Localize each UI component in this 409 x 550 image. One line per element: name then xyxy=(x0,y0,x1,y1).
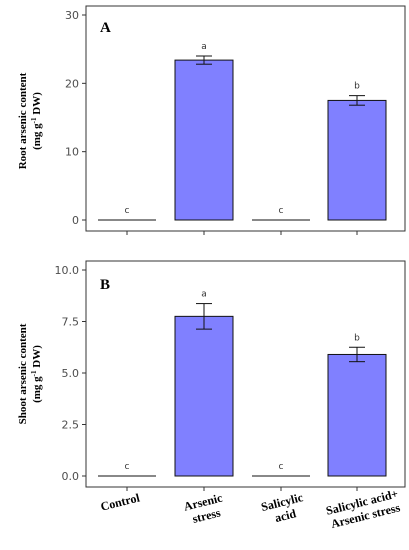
panel-b-significance-label: c xyxy=(125,462,130,472)
panel-a-significance-label: b xyxy=(354,82,360,92)
panel-a-bars: c a c b xyxy=(98,42,387,221)
panel-b-ytick-label: 0.0 xyxy=(62,470,80,483)
x-axis-label-line2: stress xyxy=(191,505,222,526)
panel-a-yticks: 0 10 20 30 xyxy=(65,9,358,235)
panel-b-ylabel-line2: (mg g-1 DW) xyxy=(30,345,43,403)
panel-a-significance-label: c xyxy=(279,206,284,216)
panel-a-ytick-label: 20 xyxy=(65,77,79,90)
panel-b-ytick-label: 10.0 xyxy=(55,264,80,277)
panel-b-significance-label: c xyxy=(279,462,284,472)
panel-a-bar xyxy=(327,99,387,221)
panel-a-frame xyxy=(85,5,406,232)
panel-a-label: A xyxy=(100,20,111,36)
panel-a-significance-label: c xyxy=(125,206,130,216)
panel-b-bar xyxy=(327,353,387,477)
panel-b-ytick-label: 7.5 xyxy=(62,316,80,329)
panel-b-significance-label: a xyxy=(201,290,207,300)
panel-b: B Shoot arsenic content (mg g-1 DW) 0.0 2… xyxy=(17,260,406,491)
panel-a-significance-label: a xyxy=(201,42,207,52)
panel-b-frame xyxy=(85,260,406,488)
panel-b-ytick-label: 5.0 xyxy=(62,367,80,380)
panel-b-bar xyxy=(174,315,234,477)
panel-a-ytick-label: 0 xyxy=(72,214,79,227)
x-axis-label-line2: acid xyxy=(273,506,297,525)
panel-a-ytick-label: 30 xyxy=(65,9,79,22)
panel-b-significance-label: b xyxy=(354,333,360,343)
panel-a: A Root arsenic content (mg g-1 DW) 0 10 20… xyxy=(17,5,406,235)
panel-a-ylabel-line1: Root arsenic content xyxy=(17,72,29,169)
panel-a-bar xyxy=(174,59,234,221)
x-axis-label-line1: Control xyxy=(99,490,142,513)
panel-b-yticks: 0.0 2.5 5.0 7.5 10.0 xyxy=(55,264,358,491)
panel-b-label: B xyxy=(100,277,110,293)
panel-a-ylabel: Root arsenic content (mg g-1 DW) xyxy=(17,72,43,169)
panel-b-ylabel: Shoot arsenic content (mg g-1 DW) xyxy=(17,323,43,424)
panel-b-bars: c a c b xyxy=(98,290,387,477)
panel-b-ylabel-line1: Shoot arsenic content xyxy=(17,323,29,424)
panel-a-ytick-label: 10 xyxy=(65,146,79,159)
x-axis-label: Salicylic acid+Arsenic stress xyxy=(325,486,402,531)
x-axis-label: Control xyxy=(99,490,142,513)
panel-b-ytick-label: 2.5 xyxy=(62,419,80,432)
panel-a-ylabel-line2: (mg g-1 DW) xyxy=(30,92,43,150)
